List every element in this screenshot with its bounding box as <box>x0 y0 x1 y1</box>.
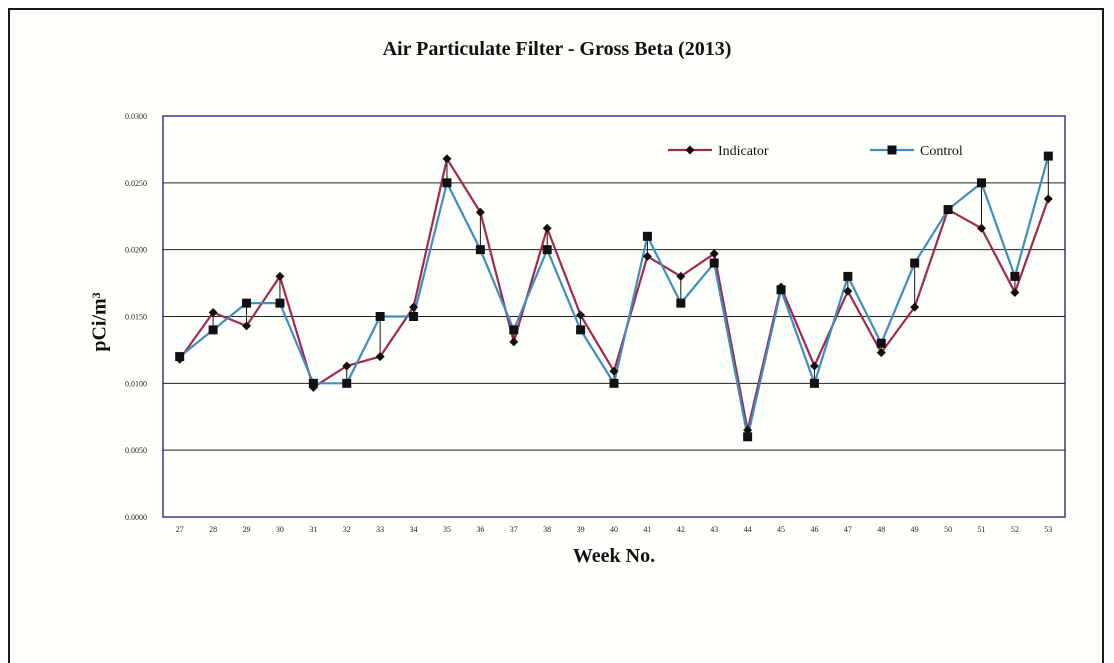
data-point-control <box>876 338 886 348</box>
x-tick-label: 43 <box>710 525 718 534</box>
data-point-control <box>910 258 920 268</box>
data-point-control <box>809 378 819 388</box>
data-point-control <box>609 378 619 388</box>
x-tick-label: 35 <box>443 525 451 534</box>
data-point-indicator <box>642 251 652 261</box>
data-point-control <box>743 432 753 442</box>
x-tick-label: 45 <box>777 525 785 534</box>
data-point-control <box>175 352 185 362</box>
data-point-indicator <box>375 352 385 362</box>
data-point-control <box>542 245 552 255</box>
y-tick-label: 0.0300 <box>125 112 147 121</box>
data-point-control <box>676 298 686 308</box>
x-tick-label: 40 <box>610 525 618 534</box>
data-point-control <box>943 205 953 215</box>
data-point-control <box>475 245 485 255</box>
data-point-control <box>308 378 318 388</box>
x-tick-label: 41 <box>643 525 651 534</box>
x-tick-label: 53 <box>1044 525 1052 534</box>
data-point-control <box>1010 271 1020 281</box>
x-tick-label: 32 <box>343 525 351 534</box>
chart-title: Air Particulate Filter - Gross Beta (201… <box>382 38 732 60</box>
data-point-control <box>242 298 252 308</box>
chart-frame <box>8 8 1104 663</box>
data-point-control <box>409 312 419 321</box>
x-tick-label: 34 <box>410 525 418 534</box>
x-tick-label: 38 <box>543 525 551 534</box>
legend-marker-control <box>887 145 897 155</box>
data-point-control <box>843 271 853 281</box>
y-tick-label: 0.0000 <box>125 513 147 522</box>
data-point-indicator <box>275 271 285 281</box>
data-point-indicator <box>609 366 619 376</box>
data-point-control <box>275 298 285 308</box>
data-point-indicator <box>442 154 452 164</box>
data-point-indicator <box>542 223 552 233</box>
x-tick-label: 29 <box>243 525 251 534</box>
data-point-indicator <box>976 223 986 233</box>
x-tick-label: 33 <box>376 525 384 534</box>
data-point-indicator <box>676 271 686 281</box>
data-point-control <box>509 325 519 335</box>
data-point-indicator <box>509 337 519 347</box>
y-tick-label: 0.0250 <box>125 179 147 188</box>
y-tick-label: 0.0150 <box>125 313 147 322</box>
data-point-indicator <box>809 361 819 371</box>
data-point-indicator <box>576 310 586 320</box>
data-point-indicator <box>910 302 920 312</box>
data-point-control <box>442 178 452 188</box>
x-tick-label: 47 <box>844 525 852 534</box>
data-point-indicator <box>1043 194 1053 204</box>
data-point-indicator <box>1010 287 1020 297</box>
y-tick-label: 0.0050 <box>125 446 147 455</box>
legend-label-control: Control <box>920 144 963 159</box>
legend-marker-indicator <box>685 145 695 155</box>
data-point-control <box>709 258 719 268</box>
x-tick-label: 28 <box>209 525 217 534</box>
x-tick-label: 51 <box>977 525 985 534</box>
data-point-indicator <box>208 307 218 317</box>
data-point-control <box>642 231 652 241</box>
y-tick-label: 0.0200 <box>125 246 147 255</box>
x-tick-label: 44 <box>744 525 752 534</box>
x-tick-label: 31 <box>309 525 317 534</box>
data-point-indicator <box>409 302 419 312</box>
series-line-indicator <box>178 157 1050 432</box>
data-point-indicator <box>475 207 485 217</box>
data-point-indicator <box>242 321 252 331</box>
data-point-control <box>342 378 352 388</box>
x-tick-label: 46 <box>810 525 818 534</box>
data-point-indicator <box>843 286 853 296</box>
legend-label-indicator: Indicator <box>718 144 769 159</box>
x-tick-label: 52 <box>1011 525 1019 534</box>
data-point-control <box>776 285 786 295</box>
x-tick-label: 39 <box>577 525 585 534</box>
x-axis-label: Week No. <box>572 545 656 567</box>
x-tick-label: 37 <box>510 525 518 534</box>
data-point-control <box>976 178 986 188</box>
data-point-control <box>375 312 385 321</box>
x-tick-label: 30 <box>276 525 284 534</box>
x-tick-label: 36 <box>476 525 484 534</box>
x-tick-label: 49 <box>911 525 919 534</box>
data-point-control <box>576 325 586 335</box>
data-point-indicator <box>709 249 719 259</box>
data-point-indicator <box>342 361 352 371</box>
y-tick-label: 0.0100 <box>125 379 147 388</box>
data-point-indicator <box>876 348 886 358</box>
data-point-control <box>208 325 218 335</box>
x-tick-label: 50 <box>944 525 952 534</box>
x-tick-label: 42 <box>677 525 685 534</box>
data-point-control <box>1043 151 1053 161</box>
x-tick-label: 48 <box>877 525 885 534</box>
x-tick-label: 27 <box>176 525 184 534</box>
